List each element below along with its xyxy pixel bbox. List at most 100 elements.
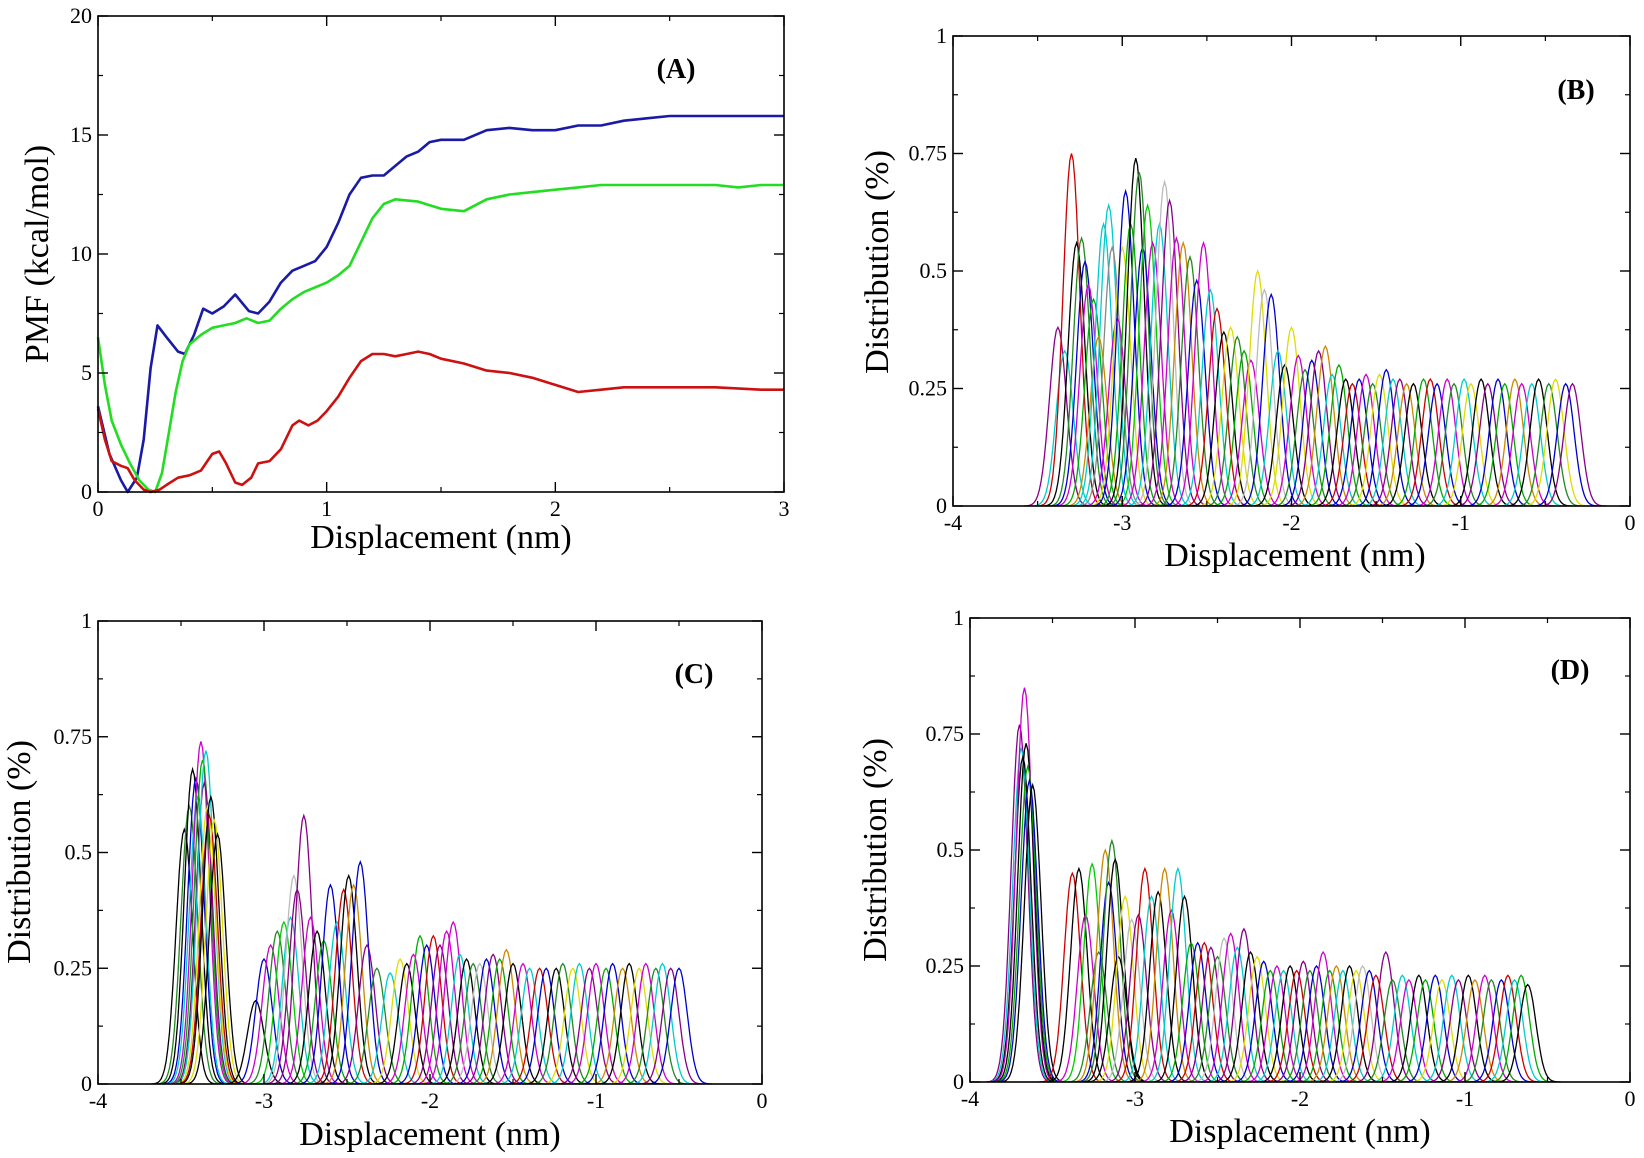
panel-b: (B) Displacement (nm) Distribution (%) -… [859,23,1636,574]
distribution-curve [1162,278,1231,507]
distribution-curve [539,967,607,1085]
distribution-curve [172,750,240,1085]
x-tick-label: -4 [944,510,962,535]
y-tick-label: 0.75 [54,724,93,749]
distribution-curve [174,803,241,1085]
y-tick-label: 0.5 [937,837,965,862]
distribution-curve [1385,974,1452,1083]
distribution-curve [1435,974,1502,1083]
distribution-curve [1481,978,1548,1083]
distribution-curve [1271,368,1339,507]
distribution-curve [1216,359,1285,507]
distribution-curve [283,929,351,1085]
series-group [151,741,713,1085]
distribution-curve [637,967,704,1085]
distribution-curve [1359,978,1426,1083]
distribution-curve [327,859,394,1085]
distribution-curve [1396,377,1465,507]
x-tick-label: -2 [1291,1086,1309,1111]
distribution-curve [1191,936,1258,1083]
distribution-curve [988,747,1055,1083]
distribution-curve [167,741,235,1085]
distribution-curve [522,967,590,1085]
distribution-curve [1464,377,1532,507]
pmf-series-line [96,183,784,494]
distribution-curve [1296,969,1363,1083]
y-tick-label: 0.25 [926,953,965,978]
distribution-curve [1470,382,1539,507]
distribution-curve [156,803,223,1085]
distribution-curve [1304,363,1373,507]
distribution-curve [1091,188,1160,507]
distribution-curve [175,813,243,1085]
series-group [986,687,1561,1083]
x-tick-label: -1 [1452,510,1470,535]
distribution-curve [439,962,507,1085]
x-tick-label: 1 [321,496,332,521]
distribution-curve [1342,974,1409,1083]
distribution-curve [356,971,424,1085]
distribution-curve [1072,848,1139,1083]
distribution-curve [1224,955,1291,1083]
distribution-curve [1453,382,1522,507]
distribution-curve [1125,890,1192,1083]
distribution-curve [184,831,251,1085]
distribution-curve [1345,373,1414,507]
x-axis-label: Displacement (nm) [310,519,572,556]
distribution-curve [159,766,226,1085]
distribution-curve [1372,382,1441,507]
distribution-curve [250,920,318,1085]
distribution-curve [1142,235,1211,507]
distribution-curve [1284,349,1353,507]
distribution-curve [506,967,573,1085]
distribution-curve [1468,978,1535,1083]
distribution-curve [1283,964,1350,1083]
distribution-curve [393,943,460,1085]
panel-label: (B) [1557,75,1594,106]
distribution-curve [1113,202,1182,507]
x-tick-label: 0 [757,1088,768,1113]
distribution-curve [1169,240,1238,507]
distribution-curve [433,957,500,1085]
distribution-curve [989,754,1056,1083]
distribution-curve [366,957,434,1085]
distribution-curve [1338,382,1407,507]
distribution-curve [1497,382,1566,507]
distribution-curve [1290,950,1357,1083]
distribution-curve [994,763,1061,1083]
distribution-curve [151,827,218,1085]
x-tick-label: -4 [89,1088,107,1113]
distribution-curve [1352,950,1419,1083]
distribution-curve [1311,377,1380,507]
distribution-curve [1190,330,1258,507]
distribution-curve [1135,198,1204,507]
panel-label: (D) [1551,655,1590,686]
distribution-curve [1156,254,1224,507]
series-group [96,114,784,494]
x-tick-label: -3 [1113,510,1131,535]
distribution-curve [380,953,447,1085]
x-tick-label: -1 [587,1088,605,1113]
distribution-curve [1047,235,1116,507]
x-axis-label: Displacement (nm) [1164,537,1426,574]
distribution-curve [1223,269,1292,507]
y-tick-label: 0.25 [909,376,948,401]
x-tick-label: -4 [961,1086,979,1111]
distribution-curve [1481,377,1549,507]
distribution-curve [1257,964,1324,1083]
distribution-curve [1291,344,1360,507]
distribution-curve [1039,871,1106,1083]
distribution-curve [1151,894,1218,1083]
distribution-curve [1389,377,1458,507]
distribution-curve [1210,349,1278,507]
distribution-curve [605,967,673,1085]
distribution-curve [612,962,680,1085]
distribution-curve [1264,354,1333,507]
distribution-curve [1176,288,1245,507]
distribution-curve [1474,974,1541,1083]
distribution-curve [1118,894,1185,1083]
y-tick-label: 0.75 [909,141,948,166]
distribution-curve [1309,969,1376,1083]
distribution-curve [1413,377,1482,507]
distribution-curve [1504,377,1573,507]
